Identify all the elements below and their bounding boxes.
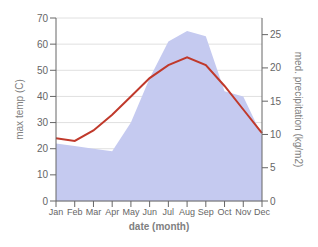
svg-text:Nov: Nov <box>235 207 252 217</box>
svg-text:May: May <box>122 207 140 217</box>
svg-text:Jul: Jul <box>163 207 175 217</box>
svg-text:Feb: Feb <box>67 207 83 217</box>
svg-text:Jan: Jan <box>49 207 64 217</box>
svg-text:0: 0 <box>42 196 48 207</box>
svg-text:10: 10 <box>270 129 282 140</box>
svg-text:max temp (C): max temp (C) <box>14 79 25 140</box>
svg-text:Sep: Sep <box>198 207 214 217</box>
svg-text:Oct: Oct <box>218 207 233 217</box>
svg-text:10: 10 <box>37 169 49 180</box>
svg-text:5: 5 <box>270 162 276 173</box>
svg-text:20: 20 <box>37 143 49 154</box>
svg-text:med. precipitation (kg/m2): med. precipitation (kg/m2) <box>293 52 304 168</box>
svg-text:20: 20 <box>270 62 282 73</box>
svg-text:Aug: Aug <box>179 207 195 217</box>
svg-text:0: 0 <box>270 196 276 207</box>
svg-text:60: 60 <box>37 39 49 50</box>
svg-text:Apr: Apr <box>105 207 119 217</box>
svg-text:40: 40 <box>37 91 49 102</box>
svg-text:Dec: Dec <box>254 207 271 217</box>
svg-text:15: 15 <box>270 96 282 107</box>
svg-text:25: 25 <box>270 29 282 40</box>
svg-text:Jun: Jun <box>142 207 157 217</box>
svg-text:date (month): date (month) <box>129 221 190 232</box>
svg-text:Mar: Mar <box>86 207 102 217</box>
svg-text:30: 30 <box>37 117 49 128</box>
svg-text:50: 50 <box>37 65 49 76</box>
svg-text:70: 70 <box>37 13 49 24</box>
